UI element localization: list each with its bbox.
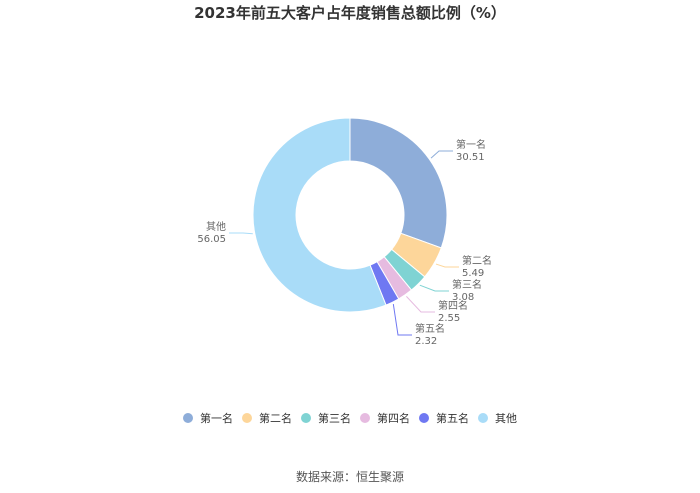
legend-item-2[interactable]: 第二名 bbox=[242, 411, 292, 425]
slice-label-value-2: 5.49 bbox=[462, 268, 484, 279]
leader-line-4 bbox=[406, 296, 435, 313]
slice-6[interactable] bbox=[252, 117, 387, 313]
slice-label-value-5: 2.32 bbox=[415, 336, 437, 347]
leader-line-3 bbox=[419, 284, 449, 292]
slice-label-name-6: 其他 bbox=[206, 220, 226, 233]
legend-marker-3 bbox=[301, 413, 311, 423]
legend-marker-2 bbox=[242, 413, 252, 423]
legend-label-1: 第一名 bbox=[200, 411, 233, 425]
legend-label-5: 第五名 bbox=[436, 411, 469, 425]
slice-label-value-6: 56.05 bbox=[197, 234, 226, 245]
legend-marker-1 bbox=[183, 413, 193, 423]
legend-marker-4 bbox=[360, 413, 370, 423]
slice-label-name-2: 第二名 bbox=[462, 254, 492, 267]
legend-item-5[interactable]: 第五名 bbox=[419, 411, 469, 425]
legend-item-4[interactable]: 第四名 bbox=[360, 411, 410, 425]
chart-title: 2023年前五大客户占年度销售总额比例（%） bbox=[194, 4, 506, 22]
legend-item-6[interactable]: 其他 bbox=[478, 412, 517, 425]
data-source: 数据来源：恒生聚源 bbox=[295, 470, 404, 484]
slice-label-value-4: 2.55 bbox=[438, 313, 460, 324]
leader-line-5 bbox=[392, 303, 412, 336]
slice-label-name-3: 第三名 bbox=[452, 278, 482, 291]
legend-marker-5 bbox=[419, 413, 429, 423]
slice-label-name-4: 第四名 bbox=[438, 299, 468, 312]
slice-1[interactable] bbox=[349, 117, 448, 249]
leader-line-1 bbox=[430, 150, 453, 159]
leader-line-2 bbox=[435, 263, 459, 268]
legend-label-6: 其他 bbox=[495, 412, 517, 425]
legend-marker-6 bbox=[478, 413, 488, 423]
slices-group bbox=[252, 117, 448, 313]
slice-label-name-1: 第一名 bbox=[456, 138, 486, 151]
legend: 第一名 第二名 第三名 第四名 第五名 其他 bbox=[183, 411, 517, 425]
legend-item-3[interactable]: 第三名 bbox=[301, 411, 351, 425]
slice-label-value-1: 30.51 bbox=[456, 152, 485, 163]
legend-label-4: 第四名 bbox=[377, 411, 410, 425]
slice-label-name-5: 第五名 bbox=[415, 322, 445, 335]
legend-label-2: 第二名 bbox=[259, 411, 292, 425]
legend-label-3: 第三名 bbox=[318, 411, 351, 425]
leader-line-6 bbox=[229, 232, 253, 235]
legend-item-1[interactable]: 第一名 bbox=[183, 411, 233, 425]
slice-label-value-3: 3.08 bbox=[452, 292, 474, 303]
